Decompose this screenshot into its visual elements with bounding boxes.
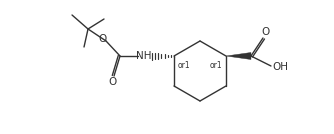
Text: O: O [98,34,106,44]
Text: or1: or1 [178,62,190,70]
Polygon shape [226,53,251,59]
Text: or1: or1 [210,62,222,70]
Text: O: O [108,77,116,87]
Text: O: O [262,27,270,37]
Text: NH: NH [136,51,152,61]
Text: OH: OH [272,62,288,72]
